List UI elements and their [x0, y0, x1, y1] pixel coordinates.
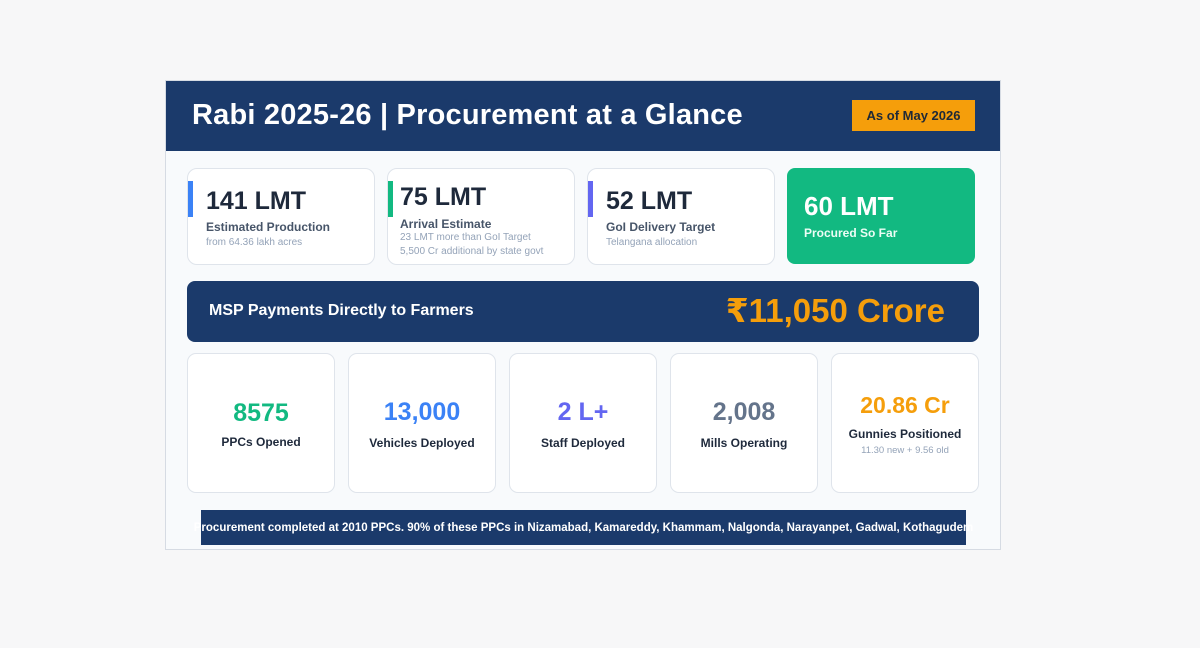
- metric-card-gunnies: 20.86 Cr Gunnies Positioned 11.30 new + …: [831, 353, 979, 493]
- accent-bar: [188, 181, 193, 217]
- procured-label: Procured So Far: [804, 226, 898, 240]
- metric-card-staff: 2 L+ Staff Deployed: [509, 353, 657, 493]
- stat-label: Estimated Production: [206, 220, 331, 234]
- metric-value: 8575: [233, 399, 289, 427]
- stat-card-estimated-production: 141 LMT Estimated Production from 64.36 …: [187, 168, 375, 265]
- stat-value: 75 LMT: [400, 183, 487, 211]
- stat-subtext: from 64.36 lakh acres: [206, 237, 303, 248]
- metric-value: 2,008: [712, 398, 776, 426]
- stat-card-procured: 60 LMT Procured So Far: [787, 168, 975, 264]
- metric-label: Mills Operating: [700, 436, 788, 450]
- msp-value: ₹11,050 Crore: [725, 292, 945, 329]
- stat-card-goi-delivery-target: 52 LMT GoI Delivery Target Telangana all…: [587, 168, 775, 265]
- presentation-slide: Rabi 2025-26 | Procurement at a Glance A…: [165, 80, 1001, 550]
- stat-label: Arrival Estimate: [400, 217, 492, 231]
- metric-card-vehicles: 13,000 Vehicles Deployed: [348, 353, 496, 493]
- metric-label: PPCs Opened: [221, 435, 301, 449]
- metric-value: 20.86 Cr: [860, 392, 950, 418]
- stat-value: 141 LMT: [206, 187, 307, 215]
- metric-value: 13,000: [383, 398, 461, 426]
- stat-subtext: 23 LMT more than GoI Target: [400, 232, 531, 243]
- stat-subtext: 5,500 Cr additional by state govt: [400, 246, 544, 257]
- metric-value: 2 L+: [557, 398, 609, 426]
- stat-card-arrival-estimate: 75 LMT Arrival Estimate 23 LMT more than…: [387, 168, 575, 265]
- page-title: Rabi 2025-26 | Procurement at a Glance: [192, 99, 743, 131]
- accent-bar: [588, 181, 593, 217]
- accent-bar: [388, 181, 393, 217]
- metric-label: Staff Deployed: [540, 436, 625, 450]
- stat-subtext: Telangana allocation: [606, 237, 698, 248]
- date-badge: As of May 2026: [852, 100, 975, 131]
- msp-banner: MSP Payments Directly to Farmers ₹11,050…: [187, 281, 979, 342]
- metric-label: Gunnies Positioned: [848, 427, 962, 441]
- stat-label: GoI Delivery Target: [606, 220, 716, 234]
- metric-subtext: 11.30 new + 9.56 old: [861, 445, 949, 456]
- stat-value: 52 LMT: [606, 187, 693, 215]
- metric-card-mills: 2,008 Mills Operating: [670, 353, 818, 493]
- metric-label: Vehicles Deployed: [369, 436, 475, 450]
- slide-body: 141 LMT Estimated Production from 64.36 …: [166, 151, 1000, 549]
- footer-note: Procurement completed at 2010 PPCs. 90% …: [194, 510, 973, 545]
- slide-header: Rabi 2025-26 | Procurement at a Glance A…: [166, 81, 1000, 151]
- metric-card-ppcs: 8575 PPCs Opened: [187, 353, 335, 493]
- procured-value: 60 LMT: [804, 191, 894, 221]
- msp-label: MSP Payments Directly to Farmers: [209, 302, 474, 319]
